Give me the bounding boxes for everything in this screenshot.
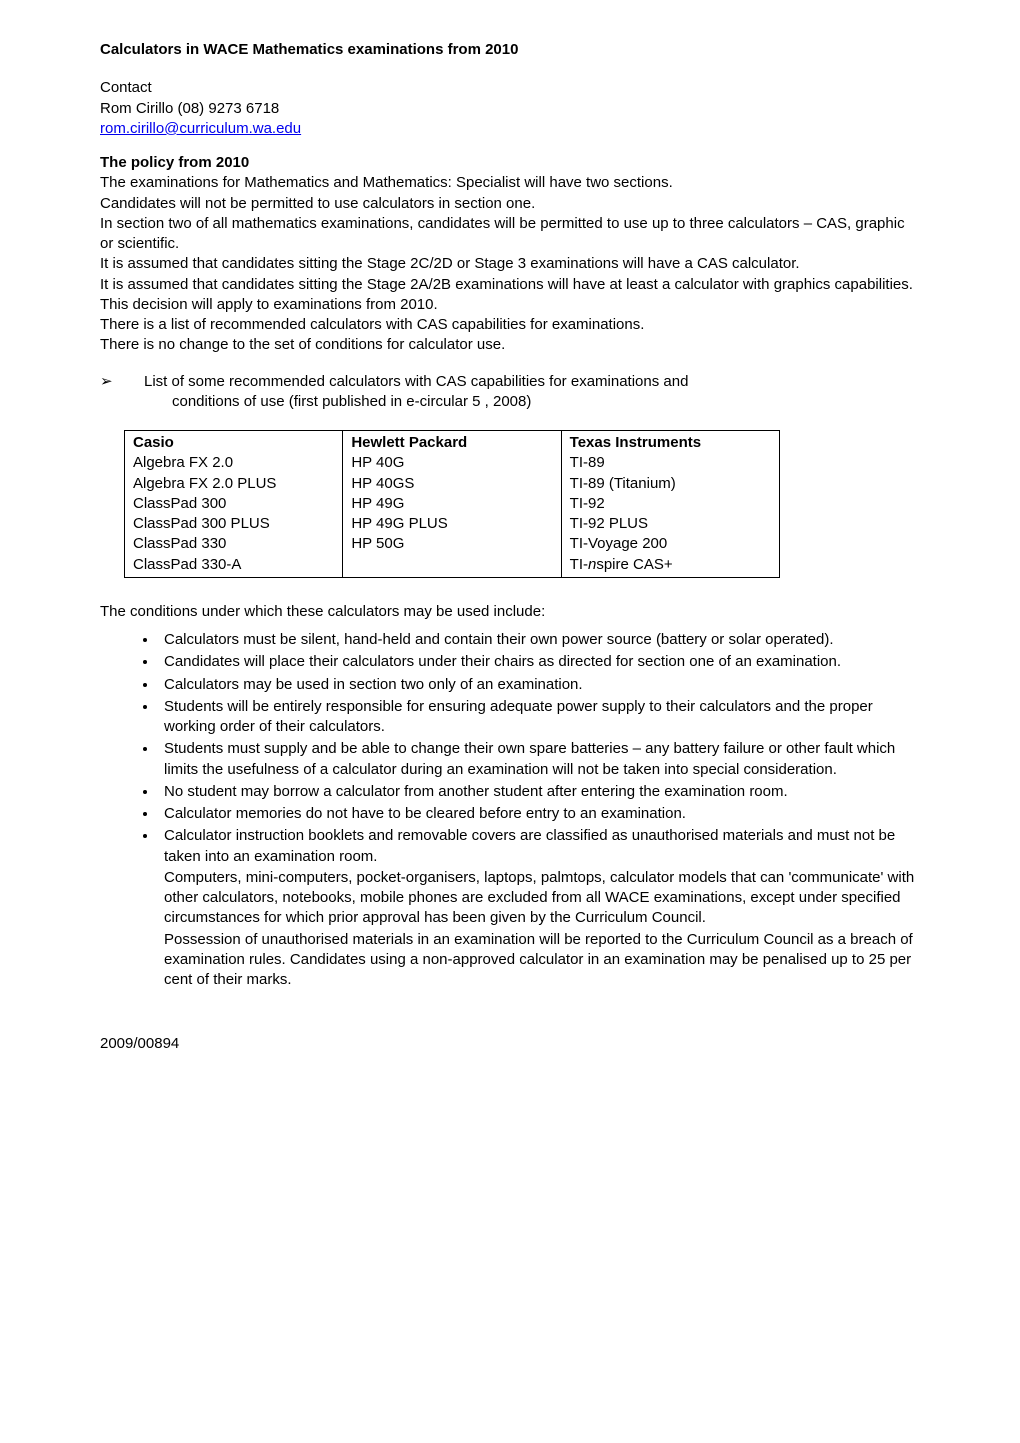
policy-heading: The policy from 2010 [100,153,920,173]
calc-model: TI-Voyage 200 [570,534,771,554]
policy-paragraph: This decision will apply to examinations… [100,295,920,315]
calc-model: ClassPad 300 [133,494,334,514]
calc-model: TI-89 [570,453,771,473]
calc-model: HP 50G [351,534,552,554]
calc-model: ClassPad 330-A [133,555,334,575]
conditions-intro: The conditions under which these calcula… [100,602,920,622]
column-header: Texas Instruments [570,433,771,453]
footer-reference: 2009/00894 [100,1034,920,1054]
calc-model: TI-89 (Titanium) [570,474,771,494]
conditions-list: Calculators must be silent, hand-held an… [100,630,920,990]
condition-item: No student may borrow a calculator from … [158,782,920,802]
recommended-list: ➢ List of some recommended calculators w… [100,372,920,413]
condition-item: Calculator memories do not have to be cl… [158,804,920,824]
calc-model: HP 49G PLUS [351,514,552,534]
last-condition-p3: Possession of unauthorised materials in … [164,930,920,991]
policy-paragraph: There is a list of recommended calculato… [100,315,920,335]
calc-model: HP 40GS [351,474,552,494]
table-cell-ti: Texas Instruments TI-89 TI-89 (Titanium)… [561,431,779,578]
column-header: Casio [133,433,334,453]
recommended-list-line1: List of some recommended calculators wit… [144,373,688,390]
policy-paragraph: It is assumed that candidates sitting th… [100,275,920,295]
column-header: Hewlett Packard [351,433,552,453]
page-title: Calculators in WACE Mathematics examinat… [100,40,920,60]
calc-model: HP 49G [351,494,552,514]
calc-model: Algebra FX 2.0 PLUS [133,474,334,494]
table-cell-casio: Casio Algebra FX 2.0 Algebra FX 2.0 PLUS… [125,431,343,578]
policy-paragraph: The examinations for Mathematics and Mat… [100,173,920,193]
last-condition-p2: Computers, mini-computers, pocket-organi… [164,868,920,929]
contact-name-phone: Rom Cirillo (08) 9273 6718 [100,99,920,119]
calc-model: HP 40G [351,453,552,473]
condition-item: Students must supply and be able to chan… [158,739,920,780]
calc-model: TI-92 PLUS [570,514,771,534]
contact-label: Contact [100,78,920,98]
condition-item: Calculators must be silent, hand-held an… [158,630,920,650]
arrow-icon: ➢ [100,372,144,392]
contact-email-link[interactable]: rom.cirillo@curriculum.wa.edu [100,120,301,137]
policy-paragraph: Candidates will not be permitted to use … [100,194,920,214]
policy-paragraph: There is no change to the set of conditi… [100,335,920,355]
calc-model: TI-92 [570,494,771,514]
contact-block: Contact Rom Cirillo (08) 9273 6718 rom.c… [100,78,920,139]
calc-model: Algebra FX 2.0 [133,453,334,473]
condition-item: Candidates will place their calculators … [158,652,920,672]
condition-item-last: Calculator instruction booklets and remo… [158,826,920,990]
table-cell-hp: Hewlett Packard HP 40G HP 40GS HP 49G HP… [343,431,561,578]
calc-model: ClassPad 300 PLUS [133,514,334,534]
condition-item: Calculators may be used in section two o… [158,675,920,695]
recommended-list-line2: conditions of use (first published in e-… [172,393,531,410]
calculators-table: Casio Algebra FX 2.0 Algebra FX 2.0 PLUS… [124,430,780,578]
calc-model-nspire: TI-nspire CAS+ [570,555,771,575]
policy-section: The examinations for Mathematics and Mat… [100,173,920,355]
policy-paragraph: In section two of all mathematics examin… [100,214,920,255]
policy-paragraph: It is assumed that candidates sitting th… [100,254,920,274]
calc-model: ClassPad 330 [133,534,334,554]
last-condition-p1: Calculator instruction booklets and remo… [164,826,920,867]
condition-item: Students will be entirely responsible fo… [158,697,920,738]
recommended-list-text: List of some recommended calculators wit… [144,372,920,413]
